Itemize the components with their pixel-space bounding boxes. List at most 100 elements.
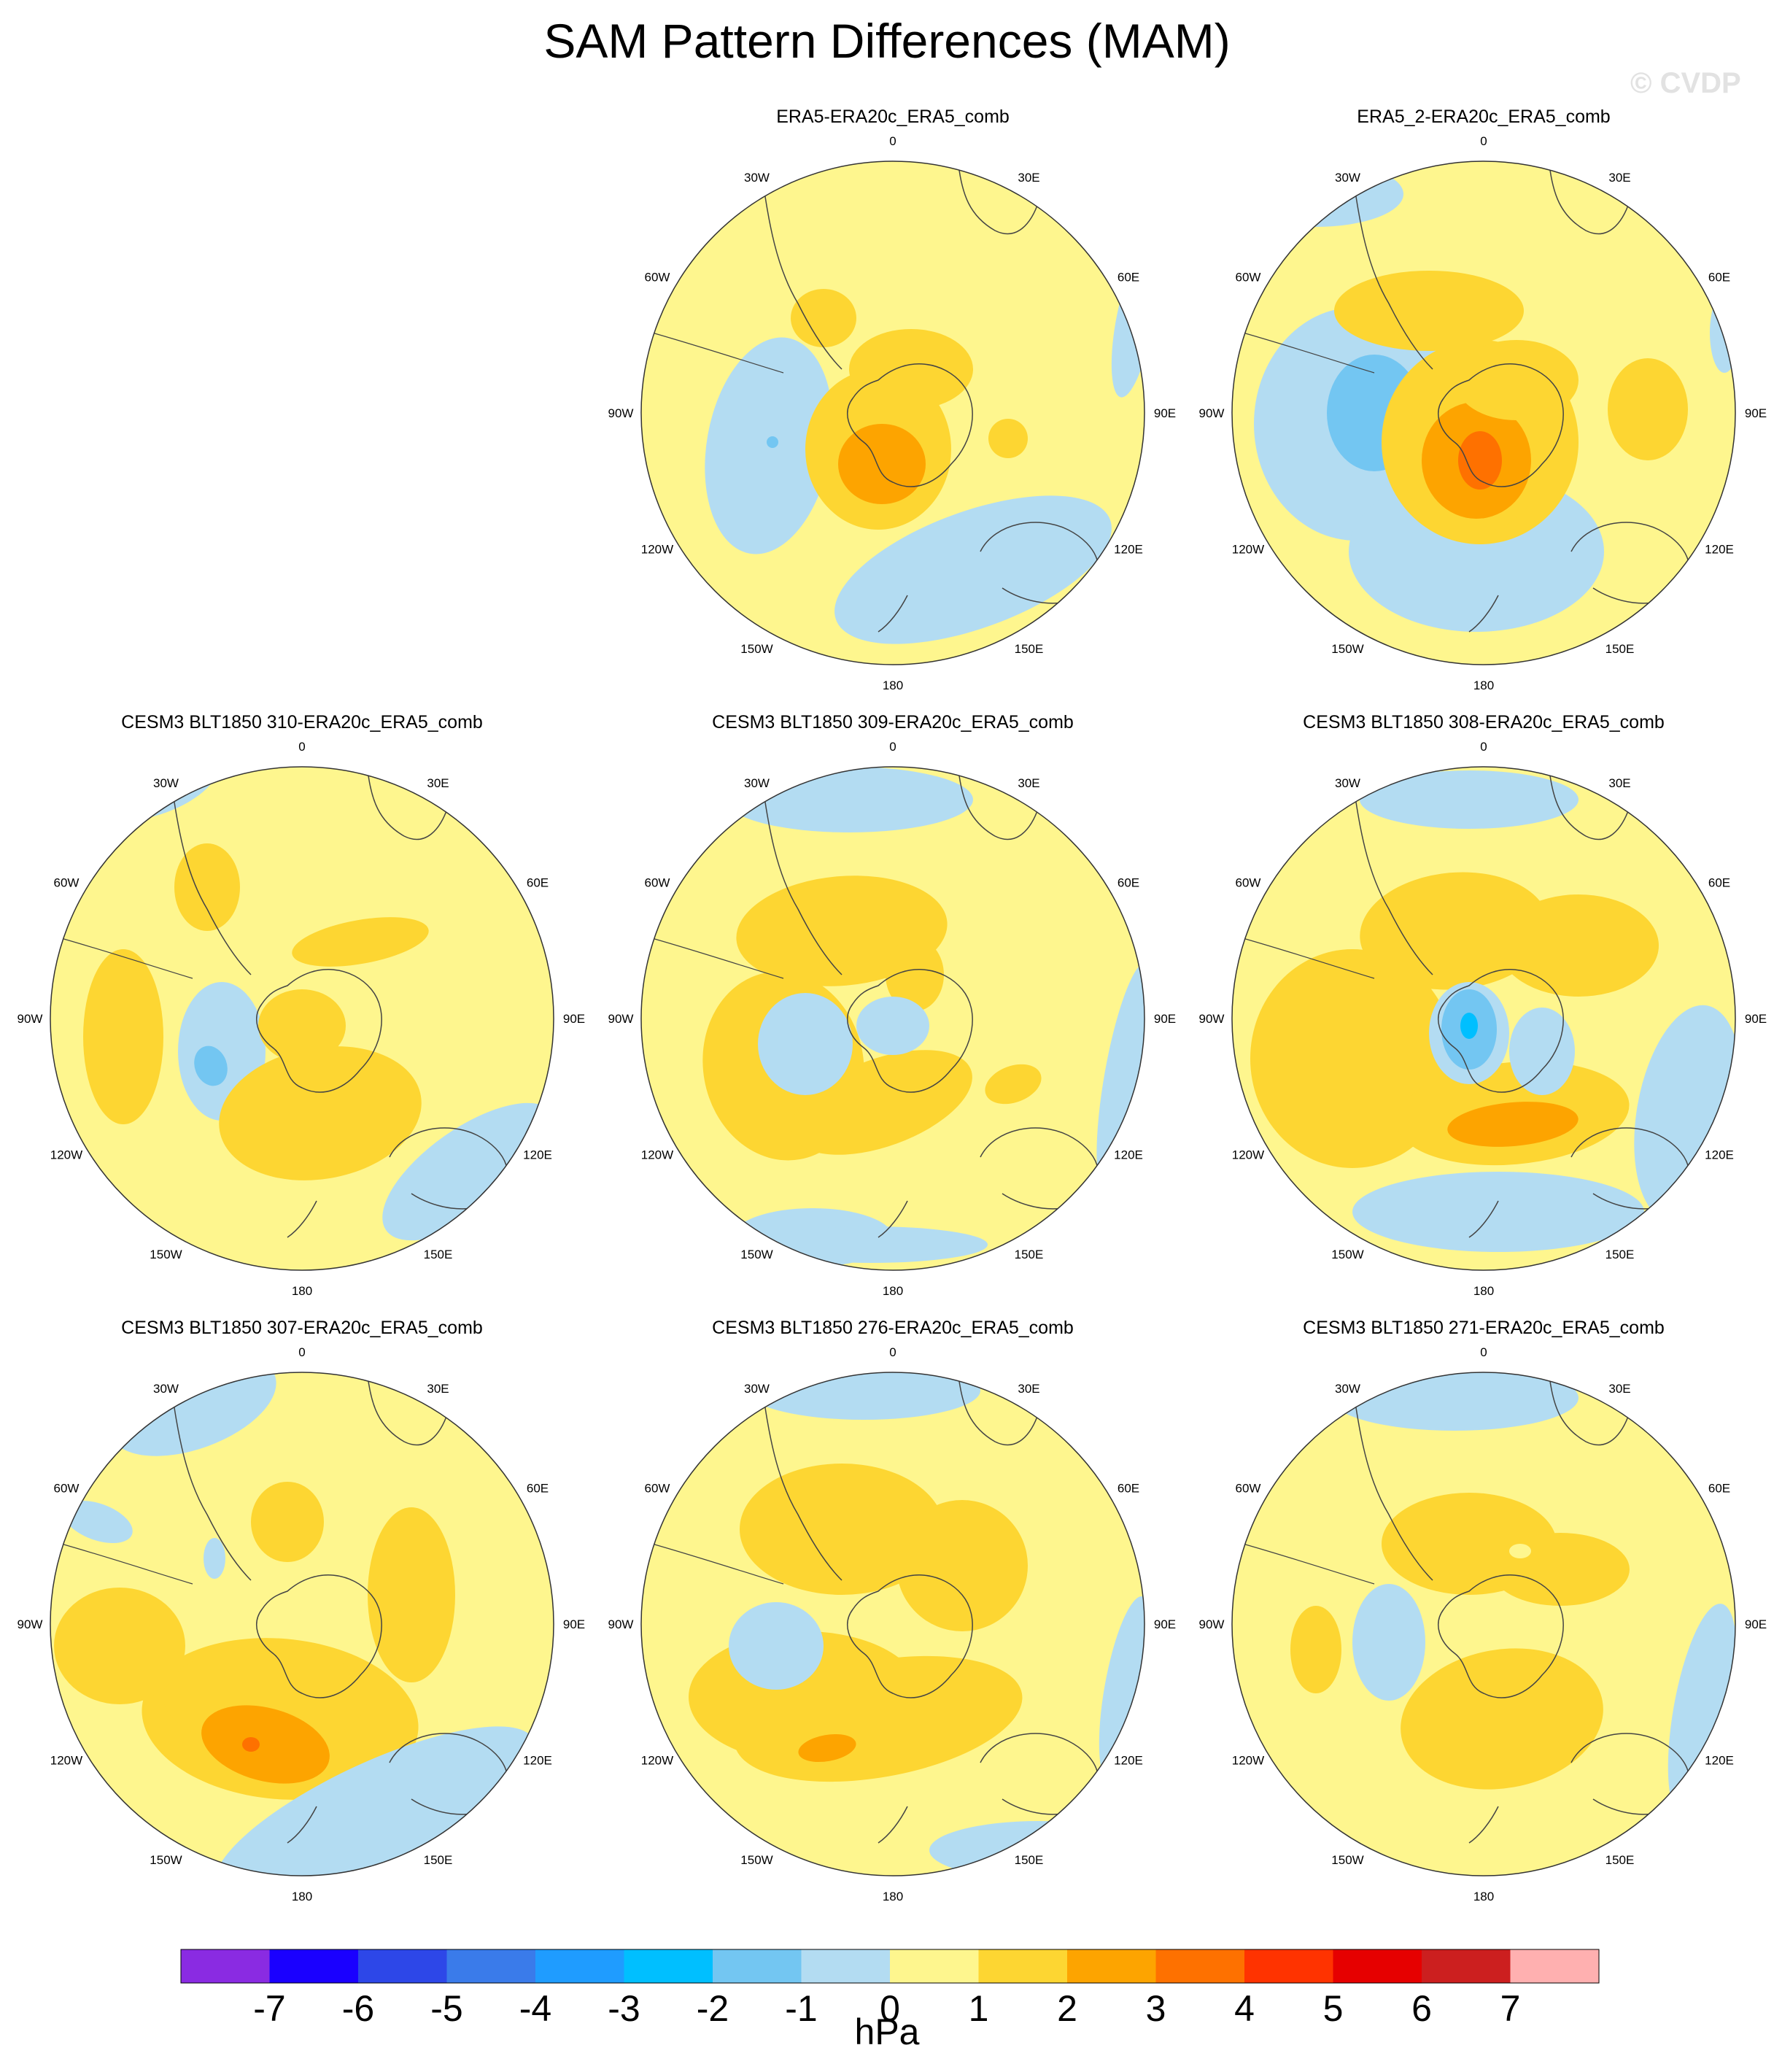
contour-region [856, 997, 929, 1055]
longitude-label: 120E [1705, 1754, 1734, 1768]
longitude-label: 60E [1118, 1482, 1139, 1496]
colorbar-swatch [1333, 1949, 1422, 1983]
colorbar-tick-label: 5 [1323, 1988, 1344, 2029]
panel-title-cesm3-309: CESM3 BLT1850 309-ERA20c_ERA5_comb [712, 712, 1074, 732]
contour-region [754, 1226, 988, 1263]
coastline [651, 332, 784, 374]
contour-region [896, 1500, 1028, 1631]
contour-region [1710, 293, 1735, 373]
panel-title-cesm3-307: CESM3 BLT1850 307-ERA20c_ERA5_comb [121, 1318, 483, 1338]
longitude-label: 30E [427, 776, 449, 790]
contour-region [251, 1482, 324, 1562]
new-zealand-coastline [1468, 595, 1499, 633]
longitude-label: 120W [1232, 543, 1264, 557]
contour-region [834, 495, 1112, 644]
south-america-coastline [170, 1383, 252, 1581]
longitude-label: 30W [744, 776, 770, 790]
contour-region [747, 1372, 980, 1420]
longitude-label: 90W [608, 1012, 634, 1026]
longitude-label: 30E [427, 1382, 449, 1396]
longitude-label: 30W [1335, 171, 1360, 185]
australia-coastline [980, 1127, 1099, 1210]
longitude-label: 90E [1745, 1012, 1767, 1026]
colorbar-swatch [978, 1949, 1067, 1983]
colorbar-swatch [1067, 1949, 1156, 1983]
africa-coastline [1549, 770, 1630, 840]
colorbar-tick-label: 7 [1500, 1988, 1521, 2029]
longitude-label: 30E [1018, 1382, 1039, 1396]
contour-region [849, 329, 973, 409]
longitude-label: 90W [1199, 406, 1225, 420]
map-boundary [1231, 1372, 1736, 1876]
contour-region [63, 1500, 133, 1544]
longitude-label: 30E [1018, 776, 1039, 790]
longitude-label: 0 [1480, 740, 1487, 754]
contour-region [292, 917, 429, 967]
longitude-label: 60W [1235, 271, 1260, 285]
longitude-label: 120W [641, 543, 673, 557]
longitude-label: 150E [1605, 1248, 1635, 1261]
coastline [651, 1543, 784, 1585]
map-boundary [50, 1372, 554, 1876]
longitude-label: 120E [523, 1754, 552, 1768]
longitude-label: 60E [1118, 876, 1139, 890]
longitude-label: 90W [18, 1617, 43, 1631]
longitude-label: 150E [1015, 642, 1044, 656]
polar-map-p6: 0 30E 60E 90E 120E 150E 180 150W 120W 90W 60W 30W [18, 1345, 586, 1903]
contour-region [174, 843, 240, 931]
antarctica-coastline [1438, 969, 1564, 1093]
longitude-label: 60E [1708, 271, 1730, 285]
contour-region [368, 1507, 455, 1682]
map-boundary [50, 766, 554, 1271]
longitude-label: 30W [744, 1382, 770, 1396]
map-background-fill [641, 1372, 1144, 1876]
longitude-label: 60W [1235, 1482, 1260, 1496]
africa-coastline [958, 164, 1039, 235]
map-boundary [640, 1372, 1145, 1876]
contour-region [1447, 1102, 1579, 1147]
contour-region [758, 993, 853, 1095]
longitude-label: 30W [1335, 776, 1360, 790]
longitude-label: 60W [53, 876, 79, 890]
south-america-coastline [761, 1383, 843, 1581]
colorbar-swatch [1422, 1949, 1511, 1983]
longitude-label: 0 [889, 134, 896, 148]
longitude-label: 30W [153, 1382, 179, 1396]
colorbar-swatch [181, 1949, 270, 1983]
colorbar-swatch [624, 1949, 713, 1983]
longitude-label: 60E [527, 1482, 549, 1496]
colorbar-tick-label: 6 [1411, 1988, 1432, 2029]
longitude-label: 0 [298, 740, 305, 754]
colorbar-units: hPa [854, 2011, 920, 2052]
coastline [61, 938, 193, 979]
contour-region [1458, 431, 1502, 490]
longitude-label: 60W [53, 1482, 79, 1496]
coastline [1242, 332, 1375, 374]
africa-coastline [958, 1375, 1039, 1446]
longitude-label: 90E [563, 1617, 585, 1631]
australia-coastline [980, 1733, 1099, 1815]
longitude-label: 90W [608, 406, 634, 420]
colorbar-swatch [446, 1949, 535, 1983]
contour-region [729, 1602, 824, 1690]
colorbar-tick-label: -2 [697, 1988, 729, 2029]
longitude-label: 0 [889, 1345, 896, 1359]
colorbar-tick-label: 0 [880, 1988, 900, 2029]
contour-region [1099, 1596, 1144, 1784]
africa-coastline [958, 770, 1039, 840]
south-america-coastline [761, 777, 843, 975]
contour-region [791, 289, 856, 347]
coastline [651, 938, 784, 979]
longitude-label: 60W [1235, 876, 1260, 890]
contour-region [1509, 1008, 1575, 1095]
colorbar-swatch [1155, 1949, 1244, 1983]
longitude-label: 90W [1199, 1012, 1225, 1026]
longitude-label: 30W [153, 776, 179, 790]
south-america-coastline [1352, 171, 1433, 370]
longitude-label: 60E [1708, 1482, 1730, 1496]
longitude-label: 150W [150, 1853, 182, 1867]
colorbar-tick-label: 1 [969, 1988, 989, 2029]
map-boundary [640, 766, 1145, 1271]
contour-region [798, 1733, 856, 1763]
longitude-label: 150W [740, 1853, 772, 1867]
